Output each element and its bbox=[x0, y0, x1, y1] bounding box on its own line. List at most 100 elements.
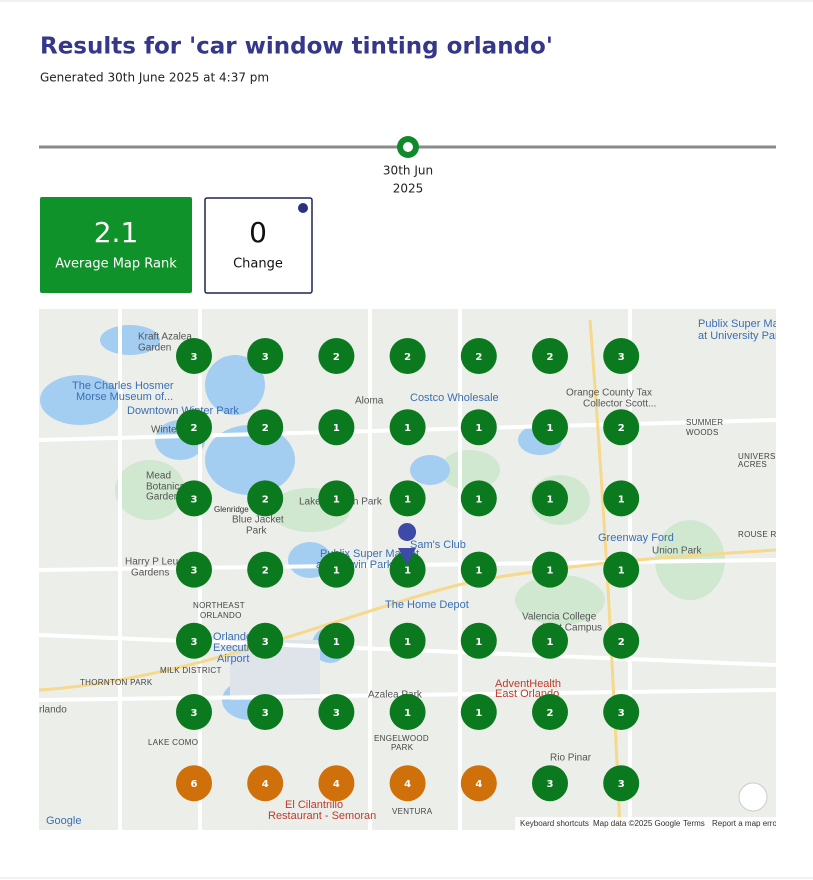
map-label: Greenway Ford bbox=[598, 532, 674, 544]
rank-value: 1 bbox=[547, 637, 554, 648]
rank-value: 1 bbox=[547, 566, 554, 577]
rank-marker[interactable] bbox=[247, 338, 284, 374]
rank-marker[interactable] bbox=[389, 622, 426, 659]
rank-marker[interactable] bbox=[176, 622, 212, 659]
map-label: Winter bbox=[151, 425, 181, 436]
rank-marker[interactable] bbox=[318, 480, 355, 517]
map-label: ENGELWOOD bbox=[374, 734, 429, 743]
rank-marker[interactable] bbox=[318, 409, 355, 446]
rank-marker[interactable] bbox=[318, 622, 355, 659]
rank-marker[interactable] bbox=[460, 409, 497, 446]
rank-value: 1 bbox=[475, 708, 482, 719]
rank-marker[interactable] bbox=[247, 551, 284, 588]
map-label: Mead bbox=[146, 471, 171, 482]
business-pin bbox=[398, 523, 417, 565]
rank-value: 3 bbox=[262, 637, 269, 648]
rank-value: 3 bbox=[547, 779, 554, 790]
stat-value: 2.1 bbox=[94, 216, 139, 249]
rank-value: 1 bbox=[618, 566, 625, 577]
map-label: WOODS bbox=[686, 428, 719, 437]
rank-marker[interactable] bbox=[389, 480, 426, 517]
rank-marker[interactable] bbox=[176, 409, 212, 446]
stat-value: 0 bbox=[249, 216, 267, 249]
rank-marker[interactable] bbox=[532, 694, 568, 730]
map-label: Orlando bbox=[213, 631, 252, 643]
rank-marker[interactable] bbox=[532, 338, 568, 374]
rank-marker[interactable] bbox=[389, 338, 426, 374]
map-control[interactable] bbox=[738, 782, 768, 812]
map-footer-link[interactable]: Keyboard shortcuts bbox=[520, 819, 589, 828]
rank-marker[interactable] bbox=[460, 338, 497, 374]
rank-marker[interactable] bbox=[389, 765, 426, 802]
rank-marker[interactable] bbox=[318, 338, 355, 374]
rank-marker[interactable] bbox=[318, 694, 355, 730]
rank-marker[interactable] bbox=[532, 409, 568, 446]
rank-marker[interactable] bbox=[176, 551, 212, 588]
rank-marker[interactable] bbox=[389, 551, 426, 588]
map-label: The Home Depot bbox=[385, 599, 469, 611]
map-label: Union Park bbox=[652, 546, 702, 557]
rank-value: 1 bbox=[404, 494, 411, 505]
rank-marker[interactable] bbox=[176, 480, 212, 517]
rank-marker[interactable] bbox=[318, 551, 355, 588]
rank-marker[interactable] bbox=[603, 480, 640, 517]
rank-marker[interactable] bbox=[603, 409, 640, 446]
map-label: Blue Jacket bbox=[232, 515, 284, 526]
rank-marker[interactable] bbox=[532, 480, 568, 517]
rank-marker[interactable] bbox=[176, 765, 212, 802]
timeline: 30th Jun 2025 bbox=[383, 136, 433, 196]
rank-value: 1 bbox=[404, 423, 411, 434]
rank-marker[interactable] bbox=[603, 765, 640, 802]
rank-value: 2 bbox=[618, 423, 625, 434]
map-footer-link[interactable]: Report a map error bbox=[712, 819, 780, 828]
rank-value: 1 bbox=[333, 423, 340, 434]
rank-marker[interactable] bbox=[247, 409, 284, 446]
rank-marker[interactable] bbox=[318, 765, 355, 802]
rank-value: 6 bbox=[191, 779, 198, 790]
rank-value: 1 bbox=[547, 423, 554, 434]
rank-value: 1 bbox=[333, 494, 340, 505]
rank-value: 2 bbox=[404, 352, 411, 363]
map-footer-link[interactable]: Map data ©2025 Google bbox=[593, 819, 681, 828]
rank-value: 3 bbox=[262, 708, 269, 719]
rank-marker[interactable] bbox=[176, 694, 212, 730]
rank-value: 3 bbox=[618, 352, 625, 363]
map-label: Restaurant - Semoran bbox=[268, 810, 376, 822]
map-label: Collector Scott... bbox=[583, 399, 656, 410]
rank-marker[interactable] bbox=[460, 480, 497, 517]
rank-marker[interactable] bbox=[532, 765, 568, 802]
rank-marker[interactable] bbox=[603, 694, 640, 730]
rank-marker[interactable] bbox=[532, 551, 568, 588]
map-label: Glenridge bbox=[214, 505, 249, 514]
rank-value: 2 bbox=[547, 352, 554, 363]
map-label: PARK bbox=[391, 743, 414, 752]
rank-marker[interactable] bbox=[247, 694, 284, 730]
rank-marker[interactable] bbox=[460, 622, 497, 659]
rank-marker[interactable] bbox=[176, 338, 212, 374]
map-label: Valencia College bbox=[522, 612, 597, 623]
rank-value: 3 bbox=[191, 637, 198, 648]
rank-marker[interactable] bbox=[247, 765, 284, 802]
rank-marker[interactable] bbox=[603, 338, 640, 374]
info-icon[interactable] bbox=[298, 203, 308, 213]
rank-marker[interactable] bbox=[389, 694, 426, 730]
rank-marker[interactable] bbox=[389, 409, 426, 446]
rank-marker[interactable] bbox=[460, 694, 497, 730]
map-footer: Keyboard shortcuts Map data ©2025 Google T… bbox=[520, 819, 780, 828]
map-label: ORLANDO bbox=[200, 611, 242, 620]
rank-value: 4 bbox=[404, 779, 411, 790]
rank-marker[interactable] bbox=[247, 480, 284, 517]
rank-marker[interactable] bbox=[603, 622, 640, 659]
map-footer-link[interactable]: Terms bbox=[683, 819, 705, 828]
map-label: MILK DISTRICT bbox=[160, 666, 222, 675]
rank-value: 2 bbox=[475, 352, 482, 363]
rank-marker[interactable] bbox=[460, 551, 497, 588]
rank-marker[interactable] bbox=[460, 765, 497, 802]
rank-marker[interactable] bbox=[532, 622, 568, 659]
timeline-date: 30th Jun bbox=[383, 164, 433, 178]
rank-marker[interactable] bbox=[603, 551, 640, 588]
rank-marker[interactable] bbox=[247, 622, 284, 659]
